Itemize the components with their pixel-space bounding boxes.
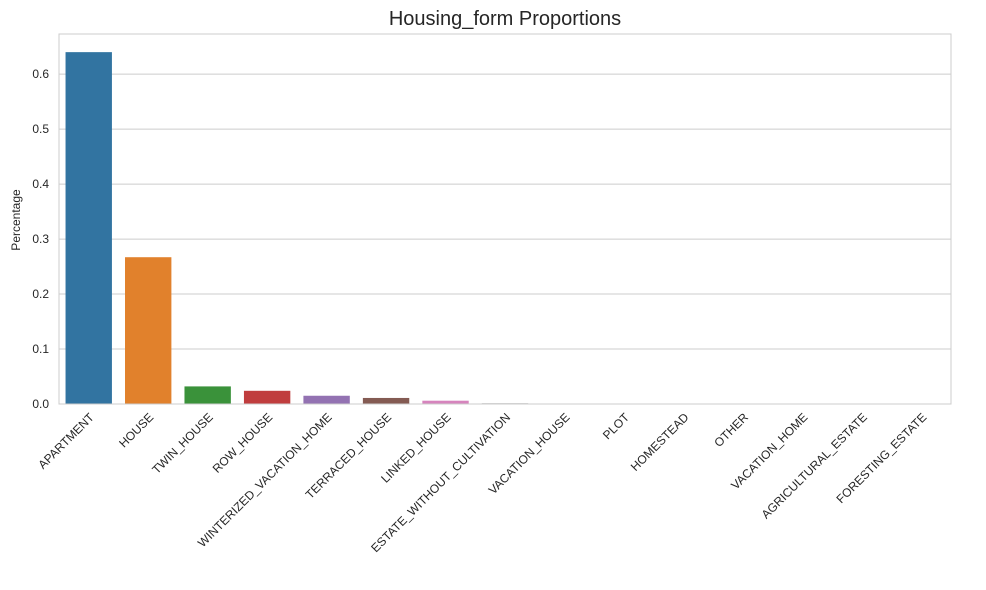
chart-title: Housing_form Proportions (389, 8, 621, 30)
x-tick-label: TWIN_HOUSE (149, 410, 215, 476)
x-tick-label: ROW_HOUSE (210, 410, 276, 476)
bar-twin-house (184, 386, 231, 404)
bar-winterized-vacation-home (303, 395, 350, 404)
gridlines (59, 73, 951, 405)
x-tick-label: HOMESTEAD (628, 410, 692, 474)
bar-linked-house (422, 400, 469, 404)
x-tick-label: AGRICULTURAL_ESTATE (759, 410, 870, 521)
y-tick-label: 0.1 (32, 342, 49, 356)
bar-apartment (65, 52, 112, 405)
x-tick-label: HOUSE (116, 410, 156, 450)
bar-house (125, 257, 172, 404)
bar-terraced-house (362, 397, 410, 404)
x-tick-label: PLOT (600, 410, 633, 443)
y-tick-label: 0.0 (32, 397, 49, 411)
bars (65, 52, 945, 405)
bar-row-house (243, 390, 291, 404)
y-tick-label: 0.3 (32, 232, 49, 246)
y-tick-label: 0.2 (32, 287, 49, 301)
y-axis-label: Percentage (9, 189, 23, 251)
x-tick-labels: APARTMENT HOUSETWIN_HOUSEROW_HOUSEWINTERI… (35, 410, 929, 555)
y-tick-label: 0.4 (32, 177, 49, 191)
plot-frame (58, 33, 952, 405)
y-tick-label: 0.5 (32, 122, 49, 136)
x-tick-label: APARTMENT (35, 410, 97, 472)
x-tick-label: OTHER (711, 410, 751, 450)
y-tick-labels: 0.0 0.1 0.2 0.3 0.4 0.5 0.6 (32, 67, 49, 411)
y-tick-label: 0.6 (32, 67, 49, 81)
